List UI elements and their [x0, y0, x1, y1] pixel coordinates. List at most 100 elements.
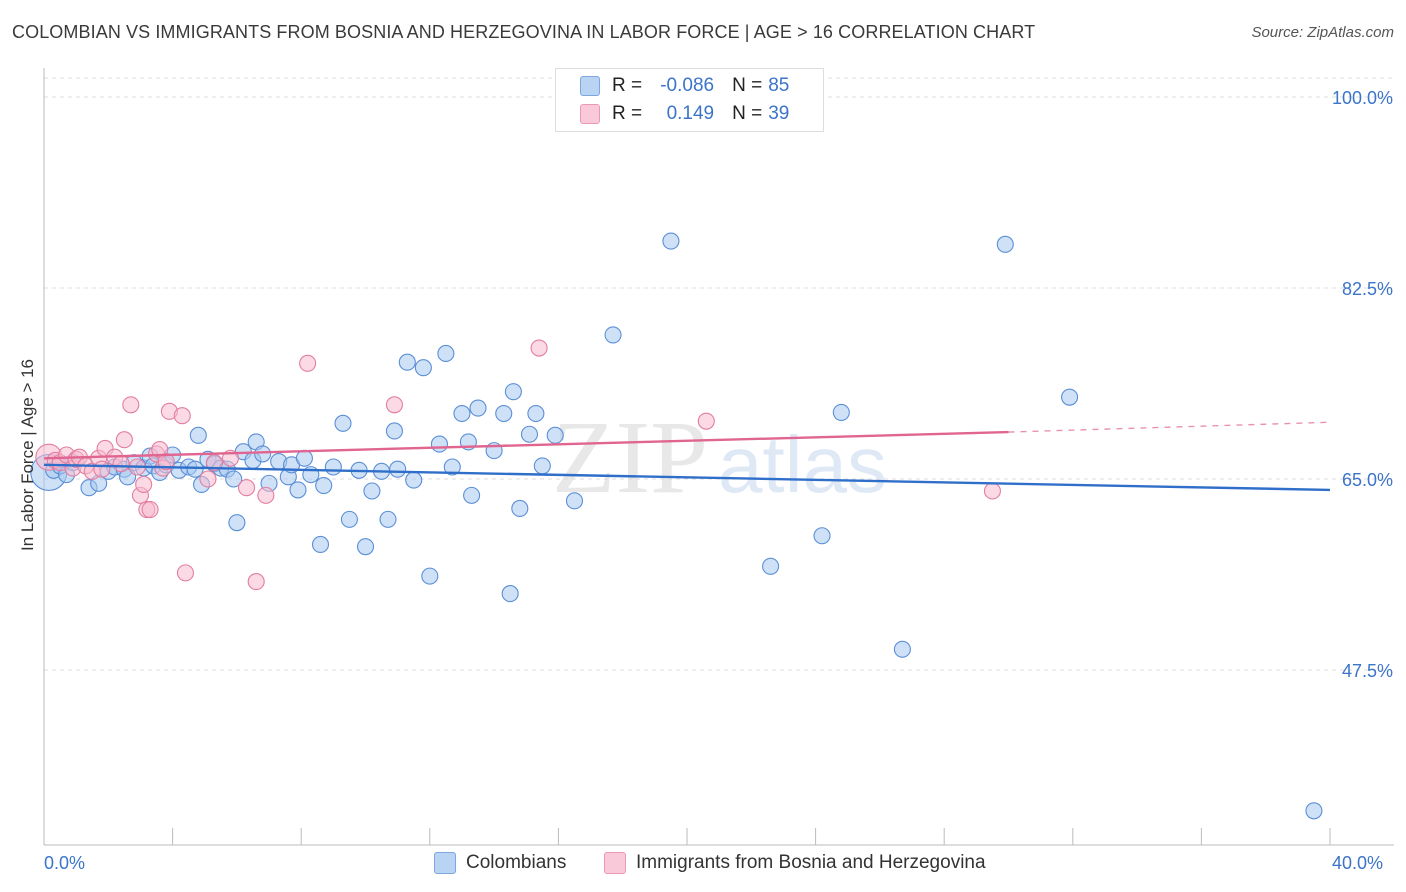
data-point [254, 445, 272, 463]
data-point [504, 383, 522, 401]
n-label: N = [732, 75, 763, 96]
y-tick-label: 82.5% [1342, 279, 1393, 299]
grid-lines [44, 77, 1394, 671]
legend-label-bosnia: Immigrants from Bosnia and Herzegovina [636, 852, 986, 873]
legend-swatch-bosnia [604, 852, 626, 874]
series-layer [30, 232, 1323, 820]
data-point [334, 414, 352, 432]
r-value: -0.086 [660, 75, 715, 96]
y-tick-labels: 47.5% 65.0% 82.5% 100.0% [1332, 88, 1393, 681]
watermark-atlas: atlas [718, 420, 887, 509]
data-point [199, 470, 217, 488]
x-tick-label-min: 0.0% [44, 853, 86, 873]
data-point [437, 344, 455, 363]
data-point [157, 452, 175, 471]
data-point [398, 353, 416, 371]
data-point [662, 232, 680, 250]
data-point [385, 422, 403, 440]
data-point [893, 640, 911, 658]
data-point [228, 514, 246, 532]
data-point [520, 425, 539, 443]
data-point [762, 557, 780, 575]
r-label: R = [612, 103, 643, 124]
data-point [311, 535, 330, 554]
data-point [389, 460, 407, 478]
data-point [93, 460, 111, 478]
trend-line-bosnia [43, 430, 1009, 460]
series-colombians [30, 232, 1323, 820]
data-point [189, 426, 207, 444]
data-point [565, 492, 584, 510]
data-point [186, 460, 204, 478]
data-point [405, 471, 423, 489]
data-point [604, 326, 622, 344]
data-point [176, 564, 195, 582]
legend-item-bosnia: Immigrants from Bosnia and Herzegovina [604, 852, 986, 874]
data-point [511, 499, 529, 518]
y-axis-title: In Labor Force | Age > 16 [18, 358, 37, 552]
series-legend: Colombians Immigrants from Bosnia and He… [0, 852, 1406, 878]
source-label: Source: ZipAtlas.com [1251, 24, 1394, 41]
data-point [501, 585, 519, 603]
data-point [414, 359, 432, 377]
data-point [122, 396, 140, 414]
data-point [340, 510, 358, 528]
data-point [135, 475, 153, 494]
data-point [225, 470, 243, 488]
n-label: N = [732, 103, 763, 124]
data-point [289, 481, 307, 499]
data-point [697, 412, 715, 430]
data-point [247, 573, 265, 591]
legend-swatch-blue [580, 76, 600, 96]
data-point [463, 486, 481, 504]
data-point [363, 482, 381, 500]
trend-line-extension [1008, 421, 1331, 433]
data-point [832, 403, 850, 421]
data-point [1061, 388, 1079, 406]
data-point [324, 458, 342, 476]
data-point [112, 455, 130, 473]
data-point [469, 399, 487, 417]
data-point [173, 407, 191, 425]
data-point [546, 426, 564, 444]
data-point [453, 404, 471, 423]
data-point [379, 510, 397, 528]
data-point [356, 538, 375, 556]
data-point [430, 435, 448, 453]
r-value: 0.149 [666, 103, 715, 124]
data-point [1305, 802, 1323, 820]
legend-row-bosnia: R = 0.149 N = 39 [580, 101, 789, 127]
legend-swatch-colombians [434, 852, 456, 874]
data-point [295, 449, 313, 467]
n-value: 85 [768, 75, 790, 96]
data-point [530, 339, 548, 357]
legend-swatch-pink [580, 104, 600, 124]
x-tick-label-max: 40.0% [1332, 853, 1384, 873]
correlation-legend: R = -0.086 N = 85 R = 0.149 N = 39 [555, 68, 824, 132]
data-point [299, 354, 317, 372]
data-point [527, 404, 545, 423]
legend-item-colombians: Colombians [434, 852, 566, 874]
data-point [533, 457, 551, 475]
r-label: R = [612, 75, 643, 96]
n-value: 39 [768, 103, 790, 124]
data-point [983, 482, 1001, 500]
data-point [257, 486, 275, 504]
data-point [495, 404, 513, 423]
trend-line-colombians [43, 463, 1331, 492]
trend-layer [43, 421, 1331, 492]
y-tick-label: 100.0% [1332, 88, 1393, 108]
data-point [141, 501, 159, 519]
legend-label-colombians: Colombians [466, 852, 567, 873]
data-point [443, 458, 461, 476]
data-point [237, 479, 256, 497]
legend-row-colombians: R = -0.086 N = 85 [580, 73, 789, 99]
data-point [115, 431, 133, 449]
y-tick-label: 47.5% [1342, 661, 1393, 681]
chart-title: COLOMBIAN VS IMMIGRANTS FROM BOSNIA AND … [12, 22, 1036, 42]
y-tick-label: 65.0% [1342, 470, 1393, 490]
data-point [813, 527, 831, 545]
data-point [996, 235, 1014, 253]
data-point [421, 567, 439, 585]
